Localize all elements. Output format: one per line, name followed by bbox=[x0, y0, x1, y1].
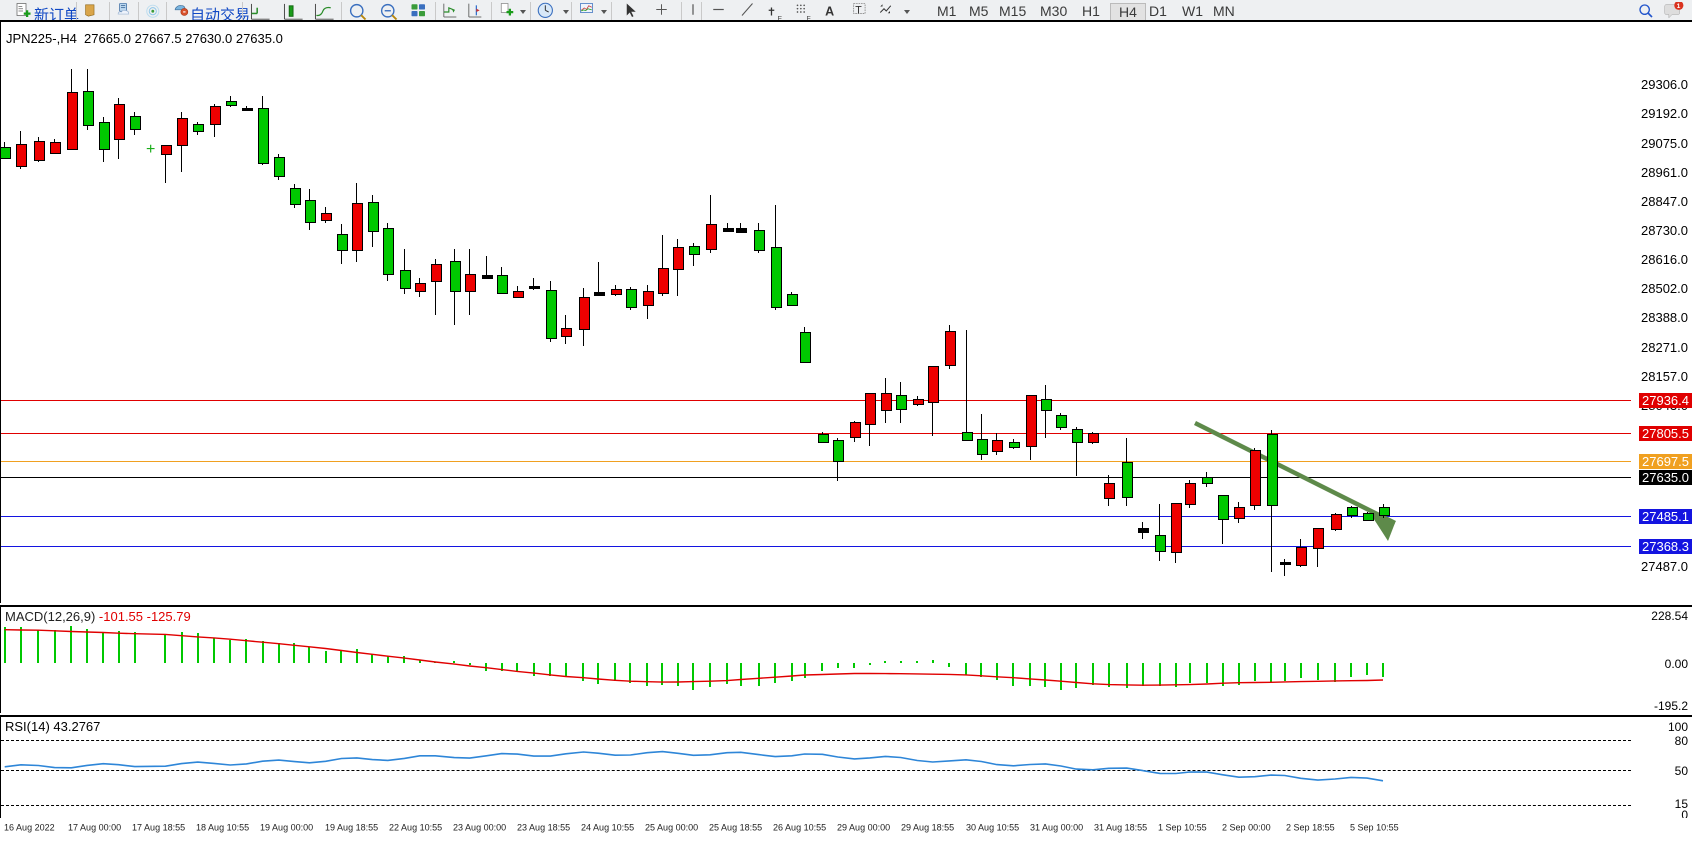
svg-text:A: A bbox=[825, 4, 834, 18]
svg-text:T: T bbox=[855, 4, 862, 16]
svg-text:✝: ✝ bbox=[767, 6, 776, 18]
svg-text:1: 1 bbox=[1677, 3, 1681, 10]
